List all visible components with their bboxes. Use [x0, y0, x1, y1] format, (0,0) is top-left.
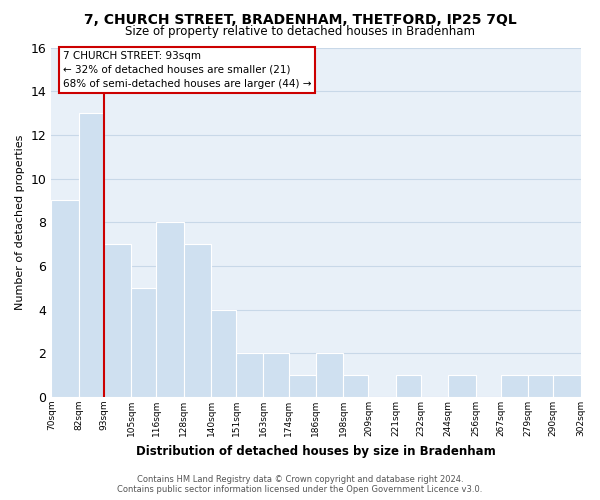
Text: Contains HM Land Registry data © Crown copyright and database right 2024.
Contai: Contains HM Land Registry data © Crown c… — [118, 474, 482, 494]
Bar — [79, 113, 104, 397]
Bar — [343, 375, 368, 397]
Bar — [396, 375, 421, 397]
Bar — [236, 354, 263, 397]
Text: Size of property relative to detached houses in Bradenham: Size of property relative to detached ho… — [125, 25, 475, 38]
Bar — [131, 288, 156, 397]
Bar — [553, 375, 581, 397]
Y-axis label: Number of detached properties: Number of detached properties — [15, 134, 25, 310]
Bar — [104, 244, 131, 397]
Text: 7 CHURCH STREET: 93sqm
← 32% of detached houses are smaller (21)
68% of semi-det: 7 CHURCH STREET: 93sqm ← 32% of detached… — [62, 51, 311, 89]
Bar — [289, 375, 316, 397]
Bar — [156, 222, 184, 397]
Bar — [528, 375, 553, 397]
Bar — [500, 375, 528, 397]
Bar — [184, 244, 211, 397]
X-axis label: Distribution of detached houses by size in Bradenham: Distribution of detached houses by size … — [136, 444, 496, 458]
Bar — [316, 354, 343, 397]
Bar — [51, 200, 79, 397]
Text: 7, CHURCH STREET, BRADENHAM, THETFORD, IP25 7QL: 7, CHURCH STREET, BRADENHAM, THETFORD, I… — [83, 12, 517, 26]
Bar — [263, 354, 289, 397]
Bar — [448, 375, 476, 397]
Bar — [211, 310, 236, 397]
